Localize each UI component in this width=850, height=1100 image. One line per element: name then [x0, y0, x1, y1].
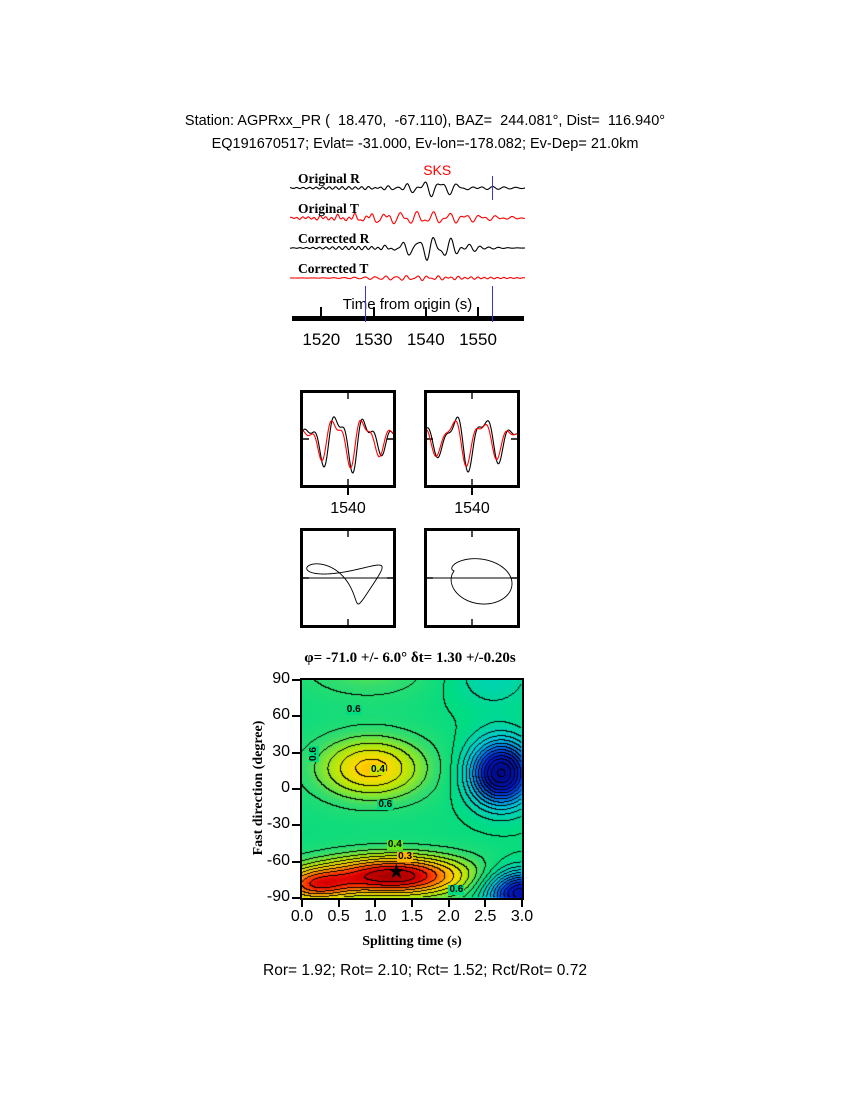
- misfit-ytick: [292, 715, 300, 718]
- misfit-xtick-label: 3.0: [510, 908, 534, 925]
- window-seismogram-canvas-right: [427, 393, 517, 485]
- misfit-xtick-label: 0.5: [327, 908, 350, 925]
- contour-label: 0.6: [345, 704, 362, 716]
- trace-label: Corrected R: [298, 231, 370, 246]
- time-axis-tick: [477, 307, 479, 316]
- misfit-xtick: [337, 900, 340, 907]
- station-title: Station: AGPRxx_PR ( 18.470, -67.110), B…: [184, 113, 666, 129]
- contour-label: 0.6: [448, 883, 465, 895]
- misfit-ytick-label: -30: [266, 815, 290, 833]
- misfit-xtick: [374, 900, 377, 907]
- misfit-ytick-label: 60: [272, 706, 290, 724]
- misfit-ytick-label: 90: [272, 670, 290, 687]
- time-axis-bar: [292, 316, 524, 321]
- misfit-xtick: [521, 900, 523, 907]
- misfit-contour-plot: ★ 0.6 0.6 0.4 0.6 0.4 0.3 0.6: [300, 678, 524, 900]
- time-axis-tick-label: 1520: [302, 330, 341, 349]
- misfit-contour-canvas: [302, 680, 522, 898]
- misfit-xtick-label: 1.5: [400, 908, 424, 925]
- misfit-title: φ= -71.0 +/- 6.0° δt= 1.30 +/-0.20s: [304, 650, 516, 666]
- contour-label: 0.6: [308, 746, 320, 763]
- time-axis-tick-label: 1530: [354, 330, 393, 349]
- trace-label: Original R: [298, 171, 360, 186]
- window-box-tick-right: [471, 488, 473, 495]
- time-axis-tick-label: 1540: [406, 330, 445, 349]
- misfit-ytick: [292, 824, 300, 827]
- window-box-tick-left: [347, 488, 349, 495]
- window-marker: [364, 286, 367, 322]
- window-box-time-label-right: 1540: [454, 500, 490, 517]
- misfit-ytick: [292, 788, 300, 790]
- misfit-ytick: [292, 897, 300, 899]
- window-seismogram-box-right: [424, 390, 520, 488]
- particle-motion-box-left: [300, 528, 396, 628]
- window-marker: [491, 286, 494, 322]
- misfit-ytick: [292, 860, 300, 863]
- misfit-xtick: [411, 900, 413, 907]
- misfit-ytick-label: -90: [266, 888, 290, 905]
- misfit-xtick-label: 1.0: [364, 908, 387, 925]
- misfit-xtick: [447, 900, 450, 907]
- window-marker: [491, 176, 494, 200]
- time-axis-tick: [320, 307, 323, 316]
- time-axis-tick: [424, 307, 427, 316]
- particle-motion-canvas-left: [303, 531, 393, 625]
- misfit-xtick-label: 0.0: [290, 908, 314, 925]
- misfit-ytick-label: -60: [266, 851, 290, 869]
- misfit-xtick: [484, 900, 487, 907]
- trace-label: Original T: [298, 201, 359, 216]
- time-axis-tick: [372, 307, 375, 316]
- misfit-ytick-label: 30: [272, 742, 290, 760]
- misfit-xtick-label: 2.0: [437, 908, 460, 925]
- event-title: EQ191670517; Evlat= -31.000, Ev-lon=-178…: [211, 136, 639, 152]
- misfit-xlabel: Splitting time (s): [362, 934, 462, 949]
- seismogram-panel: Original R Original T Corrected R Corrected…: [290, 162, 525, 301]
- contour-label: 0.3: [397, 851, 414, 863]
- misfit-ytick: [292, 751, 300, 754]
- best-solution-star: ★: [387, 860, 406, 883]
- misfit-ytick-label: 0: [281, 779, 290, 796]
- particle-motion-box-right: [424, 528, 520, 628]
- particle-motion-canvas-right: [427, 531, 517, 625]
- time-axis-label: Time from origin (s): [342, 296, 473, 313]
- window-seismogram-canvas-left: [303, 393, 393, 485]
- contour-label: 0.4: [370, 763, 386, 775]
- misfit-ytick: [292, 679, 300, 681]
- trace-label: Corrected T: [298, 261, 369, 276]
- result-stats: Ror= 1.92; Rot= 2.10; Rct= 1.52; Rct/Rot…: [263, 962, 587, 979]
- contour-label: 0.6: [377, 798, 394, 810]
- window-seismogram-box-left: [300, 390, 396, 488]
- misfit-xtick: [301, 900, 303, 907]
- contour-label: 0.4: [386, 838, 403, 850]
- seismogram-canvas: [290, 166, 525, 301]
- time-axis-tick-label: 1550: [459, 330, 497, 349]
- misfit-xtick-label: 2.5: [474, 908, 497, 925]
- window-box-time-label-left: 1540: [330, 500, 366, 517]
- phase-label: SKS: [423, 162, 452, 178]
